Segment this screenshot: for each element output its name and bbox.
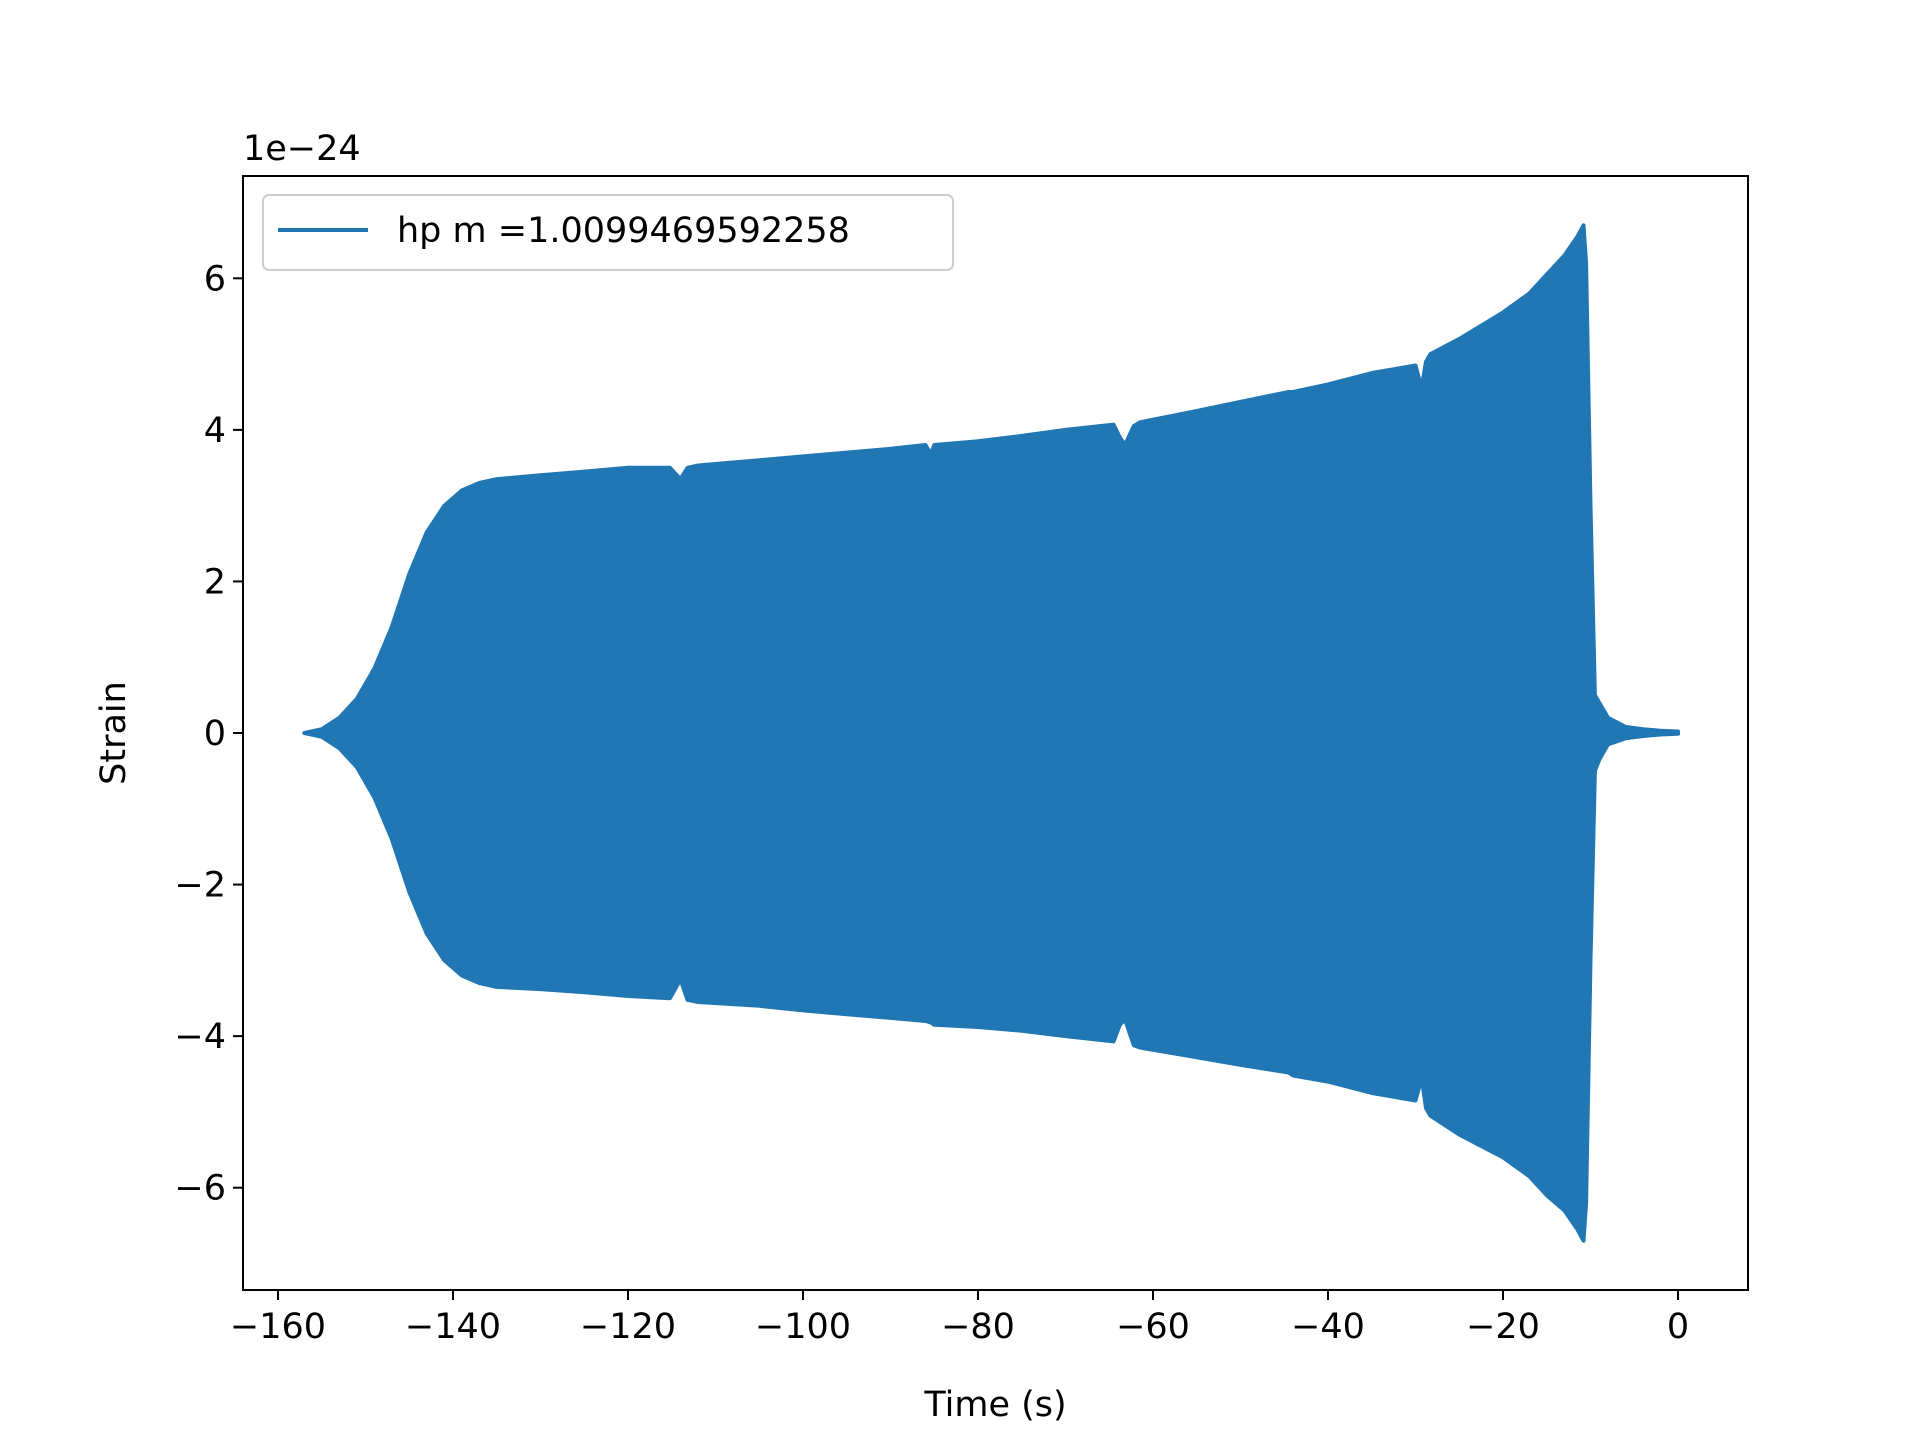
x-tick-label: −160 [230, 1307, 326, 1347]
y-tick-label: 4 [204, 411, 226, 451]
x-tick-label: −80 [941, 1307, 1015, 1347]
plot-area [302, 223, 1680, 1243]
x-tick-label: −120 [580, 1307, 676, 1347]
legend: hp m =1.0099469592258 [262, 194, 954, 271]
x-tick-label: −20 [1466, 1307, 1540, 1347]
y-tick-label: −6 [174, 1169, 226, 1209]
y-tick-label: 6 [204, 259, 226, 299]
x-tick-label: −100 [755, 1307, 851, 1347]
x-axis-label: Time (s) [923, 1385, 1066, 1425]
x-tick-label: 0 [1667, 1307, 1689, 1347]
x-axis-ticks: −160 −140 −120 −100 −80 −60 −40 −20 0 [230, 1290, 1689, 1347]
y-tick-label: 0 [204, 714, 226, 754]
y-tick-label: 2 [204, 562, 226, 602]
y-axis-label: Strain [94, 681, 134, 785]
x-tick-label: −140 [405, 1307, 501, 1347]
series-0-waveform [302, 223, 1680, 1243]
x-tick-label: −60 [1116, 1307, 1190, 1347]
legend-box [262, 194, 954, 271]
y-tick-label: −4 [174, 1017, 226, 1057]
legend-series-label: hp m =1.0099469592258 [397, 211, 850, 251]
y-axis-ticks: −6 −4 −2 0 2 4 6 [174, 259, 243, 1209]
y-axis-offset-label: 1e−24 [243, 129, 361, 169]
x-tick-label: −40 [1291, 1307, 1365, 1347]
y-tick-label: −2 [174, 866, 226, 906]
